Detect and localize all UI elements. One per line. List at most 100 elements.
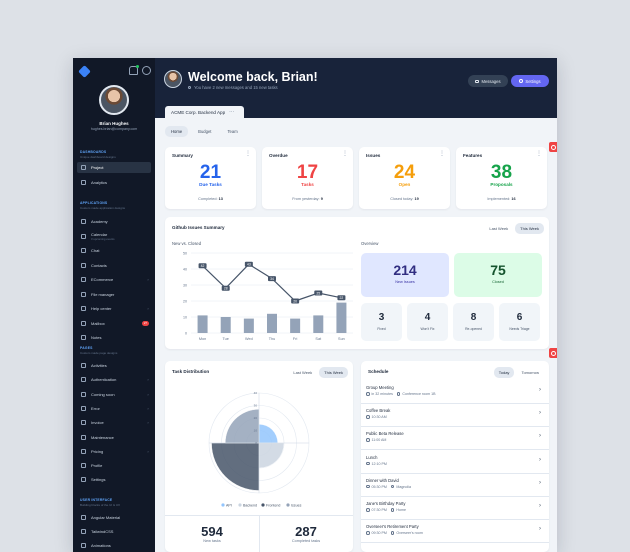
- sidebar-item-ecommerce[interactable]: ECommerce ›: [77, 274, 151, 285]
- sidebar-item-activities[interactable]: Activities: [77, 360, 151, 371]
- schedule-item[interactable]: Overseer's Retirement Party 09:30 PM Over…: [361, 520, 549, 544]
- sidebar-item-settings[interactable]: Settings: [77, 474, 151, 485]
- bar: [313, 315, 324, 333]
- point-label: 28: [224, 287, 228, 291]
- chevron-right-icon[interactable]: ›: [539, 503, 541, 509]
- clock-icon: [366, 461, 370, 466]
- point-label: 25: [316, 291, 320, 295]
- point-label: 42: [201, 264, 205, 268]
- sidebar-item-error[interactable]: Error ›: [77, 403, 151, 414]
- invoice-icon: [81, 420, 86, 426]
- sidebar-item-label: Chat: [91, 248, 151, 253]
- sidebar-item-project[interactable]: Project: [77, 162, 151, 173]
- more-icon[interactable]: ···: [229, 109, 235, 115]
- chevron-right-icon[interactable]: ›: [539, 387, 541, 393]
- tab-budget[interactable]: Budget: [198, 129, 212, 134]
- logo-icon[interactable]: [78, 65, 91, 78]
- bar: [243, 318, 254, 333]
- legend-swatch: [286, 503, 290, 507]
- issues-card: Issues ⋮ 24 Open Closed today: 19: [359, 147, 450, 209]
- schedule-item[interactable]: Coffee Break 10:30 AM ›: [361, 404, 549, 428]
- sidebar-item-calendar[interactable]: Calendar 3 upcoming events: [77, 231, 151, 242]
- overview-stat-box: 6 Needs Triage: [499, 303, 540, 341]
- animations-icon: [81, 543, 86, 548]
- toggle-last-week[interactable]: Last Week: [293, 370, 313, 375]
- pricing-icon: [81, 448, 86, 454]
- sidebar-item-authentication[interactable]: Authentication ›: [77, 374, 151, 385]
- more-vertical-icon[interactable]: ⋮: [439, 151, 445, 157]
- schedule-item-meta: 05:30 PM Magnolia: [366, 484, 411, 489]
- schedule-item[interactable]: Group Meeting in 32 minutes Conference ro…: [361, 381, 549, 404]
- schedule-item[interactable]: Jane's Birthday Party 07:30 PM Home ›: [361, 497, 549, 520]
- sidebar-item-angular-material[interactable]: Angular Material: [77, 512, 151, 523]
- task-distribution-card: Task Distribution Last Week This Week 0 1…: [165, 361, 353, 552]
- chevron-right-icon[interactable]: ›: [539, 433, 541, 440]
- sidebar-item-coming-soon[interactable]: Coming soon ›: [77, 389, 151, 400]
- sidebar-item-file-manager[interactable]: File manager: [77, 289, 151, 300]
- messages-button[interactable]: Messages: [468, 75, 508, 87]
- schedule-item-meta: in 32 minutes Conference room 1B: [366, 392, 436, 396]
- stat-footer-label: Implemented:: [487, 197, 511, 201]
- toggle-today[interactable]: Today: [493, 367, 515, 378]
- stat-footer: Completed: 13: [165, 197, 256, 201]
- legend-label: Issues: [291, 503, 302, 507]
- chevron-right-icon[interactable]: ›: [539, 526, 541, 533]
- schedule-item-time: 12:10 PM: [371, 461, 387, 466]
- settings-drawer-tab[interactable]: [549, 348, 557, 358]
- location-icon: [390, 531, 395, 535]
- file-manager-icon: [81, 291, 86, 297]
- github-issues-card: Github Issues Summary Last Week This Wee…: [165, 217, 549, 349]
- overview-stat-label: Fixed: [377, 327, 386, 331]
- sidebar-item-maintenance[interactable]: Maintenance: [77, 432, 151, 443]
- schedule-title: Schedule: [368, 369, 389, 374]
- chevron-right-icon[interactable]: ›: [539, 456, 541, 463]
- bell-icon: [188, 86, 191, 89]
- sidebar-item-analytics[interactable]: Analytics: [77, 177, 151, 188]
- tab-home[interactable]: Home: [165, 126, 189, 137]
- sidebar-item-label: TailwindCSS: [91, 529, 151, 534]
- schedule-item[interactable]: Dinner with David 05:30 PM Magnolia ›: [361, 474, 549, 497]
- sidebar-item-text: Activities: [91, 363, 107, 368]
- sidebar-item-text: Maintenance: [91, 434, 114, 440]
- settings-drawer-tab[interactable]: [549, 142, 557, 152]
- sidebar-item-profile[interactable]: Profile: [77, 460, 151, 471]
- chevron-right-icon[interactable]: ›: [539, 479, 541, 486]
- settings-button[interactable]: Settings: [511, 75, 549, 87]
- header-avatar[interactable]: [164, 70, 182, 88]
- schedule-item-title: Public Beta Release: [366, 431, 404, 437]
- sidebar-item-notes[interactable]: Notes: [77, 332, 151, 343]
- sidebar-item-mailbox[interactable]: Mailbox 27: [77, 318, 151, 329]
- toggle-this-week[interactable]: This Week: [319, 367, 348, 378]
- more-vertical-icon[interactable]: ⋮: [536, 151, 542, 157]
- sidebar-item-animations[interactable]: Animations: [77, 540, 151, 551]
- tab-team[interactable]: Team: [227, 129, 238, 134]
- sidebar-item-tailwindcss[interactable]: TailwindCSS: [77, 526, 151, 537]
- more-vertical-icon[interactable]: ⋮: [245, 151, 251, 157]
- sidebar-item-help-center[interactable]: Help center ›: [77, 303, 151, 314]
- schedule-item-meta: 10:30 AM: [366, 415, 387, 419]
- toggle-tomorrow[interactable]: Tomorrow: [521, 370, 539, 375]
- sidebar-item-academy[interactable]: Academy: [77, 216, 151, 227]
- sidebar-item-pricing[interactable]: Pricing ›: [77, 446, 151, 457]
- more-vertical-icon[interactable]: ⋮: [342, 151, 348, 157]
- toggle-last-week[interactable]: Last Week: [489, 226, 509, 231]
- sidebar-item-label: Animations: [91, 543, 151, 548]
- user-icon[interactable]: [142, 66, 151, 75]
- point-label: 34: [270, 277, 274, 281]
- project-selector[interactable]: ACME Corp. Backend App ···: [165, 106, 244, 118]
- features-card: Features ⋮ 38 Proposals Implemented: 16: [456, 147, 547, 209]
- sidebar-item-chat[interactable]: Chat: [77, 245, 151, 256]
- schedule-item[interactable]: Lunch 12:10 PM ›: [361, 451, 549, 474]
- sidebar-item-contacts[interactable]: Contacts: [77, 260, 151, 271]
- sidebar-item-label: Mailbox: [91, 321, 142, 326]
- contacts-icon: [81, 262, 86, 268]
- sidebar-item-invoice[interactable]: Invoice ›: [77, 417, 151, 428]
- point-label: 22: [340, 296, 344, 300]
- schedule-item[interactable]: Public Beta Release 11:00 AM ›: [361, 427, 549, 451]
- bell-icon[interactable]: [129, 66, 138, 75]
- sidebar-item-text: Pricing: [91, 448, 104, 454]
- avatar[interactable]: [99, 85, 129, 115]
- stat-footer: Implemented: 16: [456, 197, 547, 201]
- toggle-this-week[interactable]: This Week: [515, 223, 544, 234]
- chevron-right-icon[interactable]: ›: [539, 410, 541, 417]
